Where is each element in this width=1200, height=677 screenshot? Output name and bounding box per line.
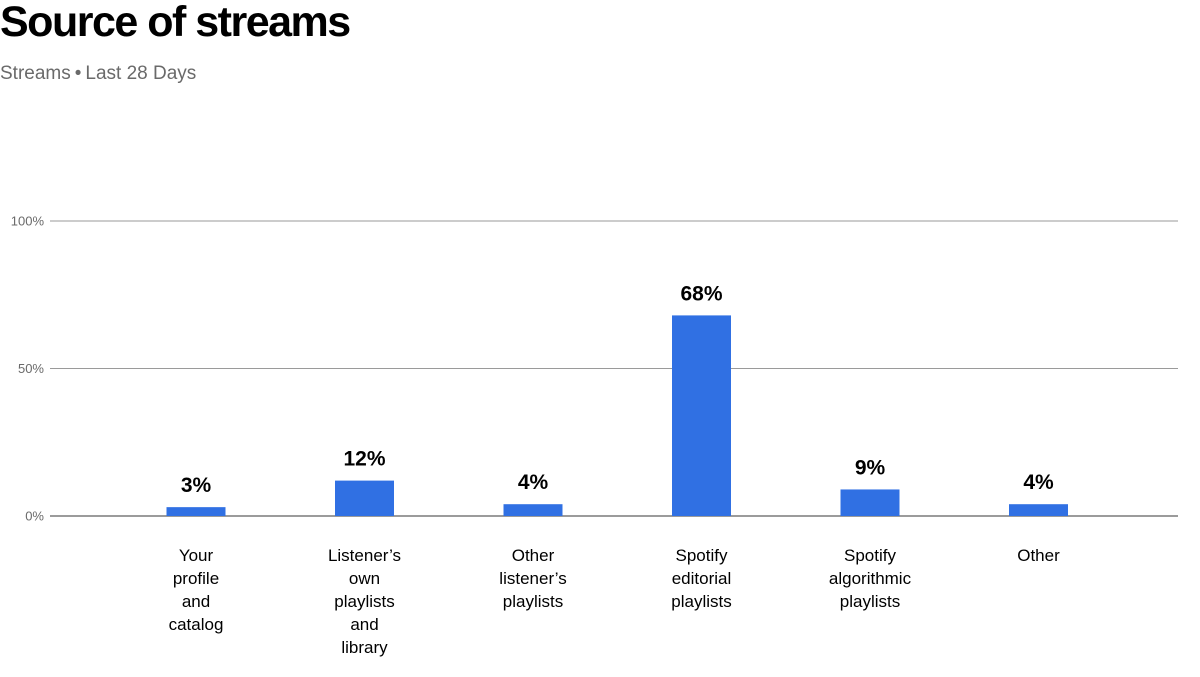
bar bbox=[335, 480, 394, 516]
bar bbox=[840, 489, 900, 516]
bar bbox=[503, 504, 563, 516]
x-tick-label-line: editorial bbox=[672, 569, 732, 588]
x-tick-label-line: Spotify bbox=[844, 546, 896, 565]
x-tick-label: Spotify algorithmic playlists bbox=[829, 546, 912, 611]
bar bbox=[1009, 504, 1068, 516]
subtitle-period: Last 28 Days bbox=[85, 63, 197, 84]
y-tick-label: 50% bbox=[18, 361, 44, 376]
x-tick-label: Listener’s own playlists and library bbox=[328, 546, 401, 657]
data-label: 9% bbox=[855, 456, 886, 479]
data-label: 12% bbox=[343, 448, 385, 471]
data-label: 4% bbox=[1023, 471, 1054, 494]
y-tick-label: 100% bbox=[11, 214, 45, 229]
bar bbox=[166, 507, 226, 516]
x-tick-label-line: Your bbox=[179, 546, 214, 565]
x-tick-label-line: playlists bbox=[671, 592, 731, 611]
x-tick-label: Spotify editorial playlists bbox=[671, 546, 731, 611]
x-tick-label-line: profile bbox=[173, 569, 219, 588]
x-tick-label-line: catalog bbox=[169, 615, 224, 634]
x-tick-label-line: playlists bbox=[840, 592, 900, 611]
subtitle-separator: • bbox=[74, 63, 82, 84]
data-label: 68% bbox=[680, 282, 722, 305]
data-label: 3% bbox=[181, 474, 212, 497]
x-tick-label: Other bbox=[1017, 546, 1060, 565]
chart-subtitle: Streams • Last 28 Days bbox=[0, 62, 196, 86]
x-tick-label-line: algorithmic bbox=[829, 569, 912, 588]
chart-title: Source of streams bbox=[0, 0, 351, 46]
x-tick-label-line: Other bbox=[1017, 546, 1060, 565]
x-tick-label-line: and bbox=[350, 615, 378, 634]
data-label: 4% bbox=[518, 471, 549, 494]
x-tick-label-line: and bbox=[182, 592, 210, 611]
x-tick-label-line: library bbox=[341, 638, 388, 657]
x-tick-label-line: playlists bbox=[503, 592, 563, 611]
x-tick-label-line: own bbox=[349, 569, 380, 588]
x-tick-label-line: listener’s bbox=[499, 569, 566, 588]
x-tick-label-line: playlists bbox=[334, 592, 394, 611]
x-tick-label: Your profile and catalog bbox=[169, 546, 224, 634]
subtitle-metric: Streams bbox=[0, 63, 71, 84]
bar bbox=[672, 315, 731, 516]
y-tick-label: 0% bbox=[25, 509, 44, 524]
x-tick-label-line: Listener’s bbox=[328, 546, 401, 565]
x-tick-label-line: Other bbox=[512, 546, 555, 565]
x-tick-label: Other listener’s playlists bbox=[499, 546, 566, 611]
x-tick-label-line: Spotify bbox=[676, 546, 728, 565]
